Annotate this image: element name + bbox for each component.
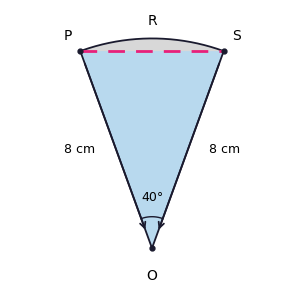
Text: 8 cm: 8 cm (64, 143, 95, 156)
Text: 8 cm: 8 cm (209, 143, 240, 156)
Text: 40°: 40° (141, 191, 163, 204)
Text: O: O (147, 269, 157, 283)
Text: R: R (147, 14, 157, 28)
Text: S: S (232, 29, 241, 43)
Polygon shape (80, 38, 224, 248)
Polygon shape (80, 38, 224, 51)
Text: P: P (64, 29, 72, 43)
